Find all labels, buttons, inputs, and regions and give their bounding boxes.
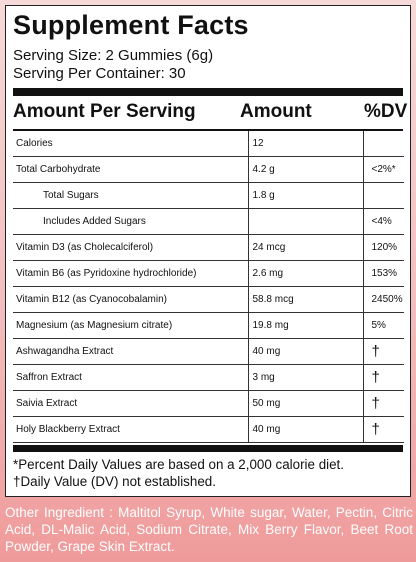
nutrient-amount: 50 mg bbox=[248, 390, 364, 417]
nutrient-dv bbox=[363, 131, 404, 157]
nutrient-amount: 1.8 g bbox=[248, 182, 364, 209]
header-amount: Amount bbox=[240, 101, 312, 122]
nutrient-name: Saivia Extract bbox=[13, 390, 249, 417]
nutrient-amount bbox=[248, 208, 364, 235]
nutrient-name: Includes Added Sugars bbox=[13, 208, 249, 235]
table-row: Includes Added Sugars <4% bbox=[13, 208, 404, 235]
supplement-facts-panel: Supplement Facts Serving Size: 2 Gummies… bbox=[5, 5, 411, 497]
nutrient-name: Total Sugars bbox=[13, 182, 249, 209]
footnote-dagger: †Daily Value (DV) not established. bbox=[13, 474, 216, 489]
serving-size: Serving Size: 2 Gummies (6g) bbox=[13, 47, 214, 64]
nutrient-amount: 2.6 mg bbox=[248, 260, 364, 287]
nutrient-amount: 19.8 mg bbox=[248, 312, 364, 339]
servings-per-container: Serving Per Container: 30 bbox=[13, 65, 186, 82]
table-row: Calories 12 bbox=[13, 131, 404, 157]
nutrient-dv: <2%* bbox=[363, 156, 404, 183]
nutrient-amount: 3 mg bbox=[248, 364, 364, 391]
nutrient-name: Magnesium (as Magnesium citrate) bbox=[13, 312, 249, 339]
table-row: Holy Blackberry Extract 40 mg † bbox=[13, 416, 404, 443]
table-row: Total Sugars 1.8 g bbox=[13, 182, 404, 209]
nutrient-name: Calories bbox=[13, 131, 249, 157]
nutrient-amount: 12 bbox=[248, 131, 364, 157]
nutrient-dv: † bbox=[363, 364, 404, 391]
nutrient-name: Ashwagandha Extract bbox=[13, 338, 249, 365]
nutrient-dv: † bbox=[363, 390, 404, 417]
nutrient-amount: 58.8 mcg bbox=[248, 286, 364, 313]
header-dv: %DV bbox=[364, 101, 408, 122]
nutrient-dv: 153% bbox=[363, 260, 404, 287]
header-divider bbox=[13, 129, 403, 131]
nutrient-amount: 40 mg bbox=[248, 416, 364, 443]
nutrient-name: Holy Blackberry Extract bbox=[13, 416, 249, 443]
nutrient-name: Vitamin B12 (as Cyanocobalamin) bbox=[13, 286, 249, 313]
table-row: Vitamin D3 (as Cholecalciferol) 24 mcg 1… bbox=[13, 234, 404, 261]
header-amount-per-serving: Amount Per Serving bbox=[13, 101, 196, 122]
table-row: Magnesium (as Magnesium citrate) 19.8 mg… bbox=[13, 312, 404, 339]
nutrient-amount: 24 mcg bbox=[248, 234, 364, 261]
table-row: Ashwagandha Extract 40 mg † bbox=[13, 338, 404, 365]
table-row: Vitamin B12 (as Cyanocobalamin) 58.8 mcg… bbox=[13, 286, 404, 313]
nutrient-dv: 5% bbox=[363, 312, 404, 339]
table-row: Total Carbohydrate 4.2 g <2%* bbox=[13, 156, 404, 183]
divider-thick-bottom bbox=[13, 445, 403, 452]
table-row: Saivia Extract 50 mg † bbox=[13, 390, 404, 417]
table-row: Saffron Extract 3 mg † bbox=[13, 364, 404, 391]
nutrient-name: Vitamin D3 (as Cholecalciferol) bbox=[13, 234, 249, 261]
nutrient-name: Total Carbohydrate bbox=[13, 156, 249, 183]
nutrient-amount: 4.2 g bbox=[248, 156, 364, 183]
nutrient-name: Saffron Extract bbox=[13, 364, 249, 391]
other-ingredients: Other Ingredient : Maltitol Syrup, White… bbox=[5, 505, 413, 554]
nutrient-name: Vitamin B6 (as Pyridoxine hydrochloride) bbox=[13, 260, 249, 287]
table-row: Vitamin B6 (as Pyridoxine hydrochloride)… bbox=[13, 260, 404, 287]
footnote-percent-dv: *Percent Daily Values are based on a 2,0… bbox=[13, 457, 344, 472]
nutrient-dv: † bbox=[363, 416, 404, 443]
nutrient-dv: † bbox=[363, 338, 404, 365]
divider-thick-top bbox=[13, 88, 403, 96]
nutrient-amount: 40 mg bbox=[248, 338, 364, 365]
nutrient-dv: 2450% bbox=[363, 286, 404, 313]
nutrient-dv: 120% bbox=[363, 234, 404, 261]
nutrient-table: Calories 12 Total Carbohydrate 4.2 g <2%… bbox=[13, 131, 404, 443]
panel-title: Supplement Facts bbox=[13, 10, 249, 40]
nutrient-dv bbox=[363, 182, 404, 209]
nutrient-dv: <4% bbox=[363, 208, 404, 235]
